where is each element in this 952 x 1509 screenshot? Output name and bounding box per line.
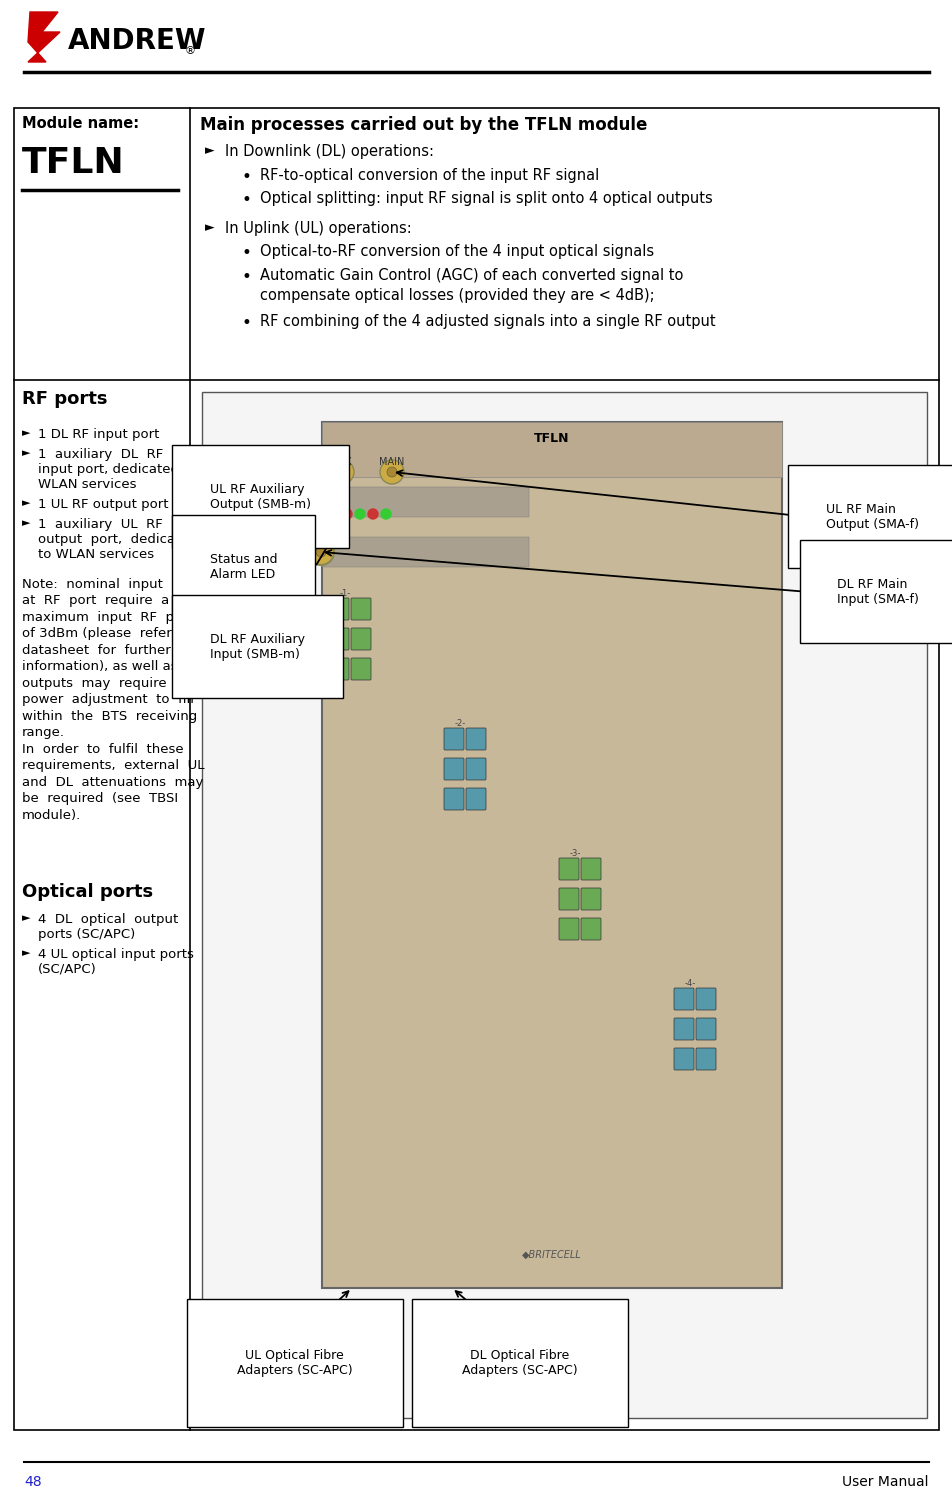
Text: DL RF Main
Input (SMA-f): DL RF Main Input (SMA-f) [836, 578, 918, 607]
Text: 4  DL  optical  output
ports (SC/APC): 4 DL optical output ports (SC/APC) [38, 913, 178, 942]
Text: Optical ports: Optical ports [22, 883, 153, 901]
FancyBboxPatch shape [559, 887, 579, 910]
Text: 48: 48 [24, 1474, 42, 1489]
Polygon shape [28, 12, 60, 62]
Text: -4-: -4- [684, 979, 695, 988]
FancyBboxPatch shape [466, 758, 486, 780]
Text: 1  auxiliary  UL  RF
output  port,  dedicated
to WLAN services: 1 auxiliary UL RF output port, dedicated… [38, 518, 197, 561]
Text: UL RF Auxiliary
Output (SMB-m): UL RF Auxiliary Output (SMB-m) [209, 483, 310, 512]
Text: 1  auxiliary  DL  RF
input port, dedicated to
WLAN services: 1 auxiliary DL RF input port, dedicated … [38, 448, 196, 490]
Text: ►: ► [22, 518, 30, 528]
Bar [14, 109, 938, 1431]
FancyBboxPatch shape [350, 598, 370, 620]
Circle shape [307, 489, 333, 515]
Text: ►: ► [22, 429, 30, 438]
Text: ►: ► [205, 220, 214, 234]
Bar [327, 1243, 776, 1278]
Text: ►: ► [22, 913, 30, 924]
FancyBboxPatch shape [695, 1019, 715, 1040]
Text: •: • [242, 244, 251, 263]
Text: •: • [242, 167, 251, 186]
Text: TFLN: TFLN [22, 146, 125, 180]
Text: -2-: -2- [454, 718, 466, 727]
FancyBboxPatch shape [328, 598, 348, 620]
Text: 1 UL RF output port: 1 UL RF output port [38, 498, 169, 512]
Bar [322, 537, 528, 567]
Circle shape [381, 509, 390, 519]
FancyBboxPatch shape [673, 1019, 693, 1040]
Text: •: • [242, 314, 251, 332]
Bar [202, 392, 926, 1418]
Text: compensate optical losses (provided they are < 4dB);: compensate optical losses (provided they… [260, 288, 654, 303]
Text: 1 DL RF input port: 1 DL RF input port [38, 429, 159, 441]
FancyBboxPatch shape [444, 727, 464, 750]
Text: ◆BRITECELL: ◆BRITECELL [522, 1249, 582, 1260]
FancyBboxPatch shape [559, 917, 579, 940]
FancyBboxPatch shape [444, 758, 464, 780]
Text: User Manual: User Manual [842, 1474, 928, 1489]
Text: DL RF Auxiliary
Input (SMB-m): DL RF Auxiliary Input (SMB-m) [209, 632, 305, 661]
Text: TFLN: TFLN [534, 432, 569, 445]
Text: ►: ► [205, 143, 214, 157]
Text: Module name:: Module name: [22, 116, 139, 131]
Text: Optical-to-RF conversion of the 4 input optical signals: Optical-to-RF conversion of the 4 input … [260, 244, 653, 260]
FancyBboxPatch shape [350, 628, 370, 650]
Text: MAIN: MAIN [379, 457, 405, 466]
FancyBboxPatch shape [673, 1047, 693, 1070]
Circle shape [387, 466, 397, 477]
Text: DL Optical Fibre
Adapters (SC-APC): DL Optical Fibre Adapters (SC-APC) [462, 1349, 577, 1378]
Text: ®: ® [185, 45, 196, 56]
Circle shape [316, 496, 326, 507]
Text: ►: ► [22, 498, 30, 509]
Text: RF ports: RF ports [22, 389, 108, 407]
Text: RF-to-optical conversion of the input RF signal: RF-to-optical conversion of the input RF… [260, 167, 599, 183]
Bar [322, 423, 782, 477]
FancyBboxPatch shape [444, 788, 464, 810]
Text: Automatic Gain Control (AGC) of each converted signal to: Automatic Gain Control (AGC) of each con… [260, 269, 683, 284]
Text: ►: ► [22, 948, 30, 958]
FancyBboxPatch shape [695, 988, 715, 1010]
Circle shape [316, 546, 326, 557]
FancyBboxPatch shape [581, 859, 601, 880]
Text: UL Optical Fibre
Adapters (SC-APC): UL Optical Fibre Adapters (SC-APC) [237, 1349, 352, 1378]
Text: ►: ► [22, 448, 30, 459]
Circle shape [337, 466, 347, 477]
Circle shape [342, 509, 351, 519]
Text: -1-: -1- [339, 589, 350, 598]
Text: •: • [242, 269, 251, 287]
FancyBboxPatch shape [673, 988, 693, 1010]
Circle shape [307, 539, 333, 564]
FancyBboxPatch shape [466, 727, 486, 750]
Text: In Uplink (UL) operations:: In Uplink (UL) operations: [225, 220, 411, 235]
FancyBboxPatch shape [695, 1047, 715, 1070]
FancyBboxPatch shape [581, 917, 601, 940]
Text: Optical splitting: input RF signal is split onto 4 optical outputs: Optical splitting: input RF signal is sp… [260, 192, 712, 207]
Circle shape [380, 460, 404, 484]
Text: Main processes carried out by the TFLN module: Main processes carried out by the TFLN m… [200, 116, 646, 134]
Text: Note:  nominal  input  levels
at  RF  port  require  a
maximum  input  RF  power: Note: nominal input levels at RF port re… [22, 578, 209, 822]
Text: ALIX: ALIX [331, 457, 352, 466]
FancyBboxPatch shape [328, 658, 348, 681]
Circle shape [355, 509, 365, 519]
Text: ANDREW: ANDREW [68, 27, 207, 54]
Text: -3-: -3- [568, 850, 580, 859]
Text: UL RF Main
Output (SMA-f): UL RF Main Output (SMA-f) [825, 502, 918, 531]
FancyBboxPatch shape [350, 658, 370, 681]
FancyBboxPatch shape [581, 887, 601, 910]
Circle shape [367, 509, 378, 519]
Text: RF combining of the 4 adjusted signals into a single RF output: RF combining of the 4 adjusted signals i… [260, 314, 715, 329]
FancyBboxPatch shape [328, 628, 348, 650]
Text: DL: DL [327, 540, 340, 549]
FancyBboxPatch shape [559, 859, 579, 880]
Text: •: • [242, 192, 251, 210]
Text: UL: UL [327, 490, 339, 499]
Text: In Downlink (DL) operations:: In Downlink (DL) operations: [225, 143, 433, 158]
FancyBboxPatch shape [466, 788, 486, 810]
Text: 4 UL optical input ports
(SC/APC): 4 UL optical input ports (SC/APC) [38, 948, 193, 976]
Circle shape [329, 460, 353, 484]
Text: Status and
Alarm LED: Status and Alarm LED [209, 552, 277, 581]
Bar [322, 487, 528, 518]
Bar [322, 423, 782, 1289]
